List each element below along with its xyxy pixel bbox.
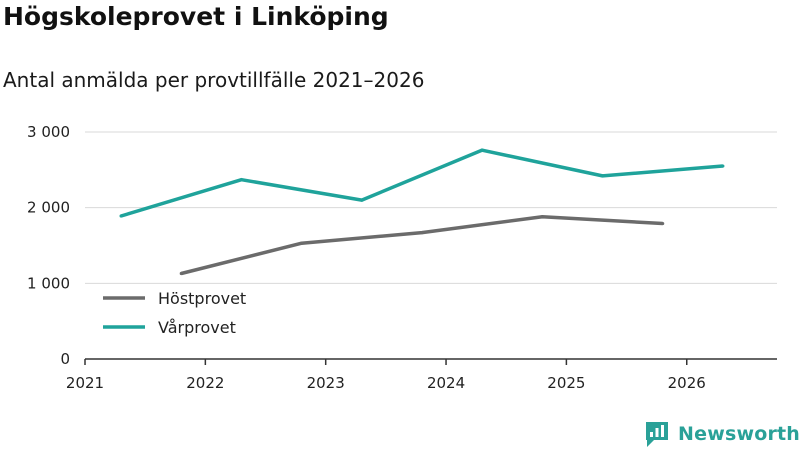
x-tick-label: 2024 xyxy=(427,374,465,392)
data-point xyxy=(360,198,364,202)
series-line-0 xyxy=(180,214,663,276)
brand-name: Newsworthy xyxy=(678,423,800,445)
y-tick-label: 2 000 xyxy=(27,199,70,217)
x-tick-label: 2022 xyxy=(186,374,224,392)
newsworthy-logo-icon xyxy=(646,422,668,447)
x-tick-label: 2025 xyxy=(547,374,585,392)
x-tick-label: 2021 xyxy=(66,374,104,392)
legend-label-0: Höstprovet xyxy=(158,289,246,308)
legend-label-1: Vårprovet xyxy=(158,318,236,337)
chart-title: Högskoleprovet i Linköping xyxy=(3,2,389,31)
data-point xyxy=(480,148,484,152)
y-tick-label: 1 000 xyxy=(27,274,70,292)
chart-subtitle: Antal anmälda per provtillfälle 2021–202… xyxy=(3,68,425,92)
data-point xyxy=(721,164,725,168)
data-point xyxy=(420,231,424,235)
x-tick-label: 2023 xyxy=(307,374,345,392)
data-point xyxy=(540,215,544,219)
y-tick-label: 3 000 xyxy=(27,123,70,141)
data-point xyxy=(600,174,605,178)
data-point xyxy=(239,178,244,182)
data-point xyxy=(179,271,183,276)
data-point xyxy=(119,214,123,218)
data-point xyxy=(300,241,304,245)
data-point xyxy=(661,221,665,226)
y-tick-label: 0 xyxy=(60,350,70,368)
brand-logo: Newsworthy xyxy=(644,420,800,448)
x-tick-label: 2026 xyxy=(668,374,706,392)
series-line-1 xyxy=(120,148,723,218)
